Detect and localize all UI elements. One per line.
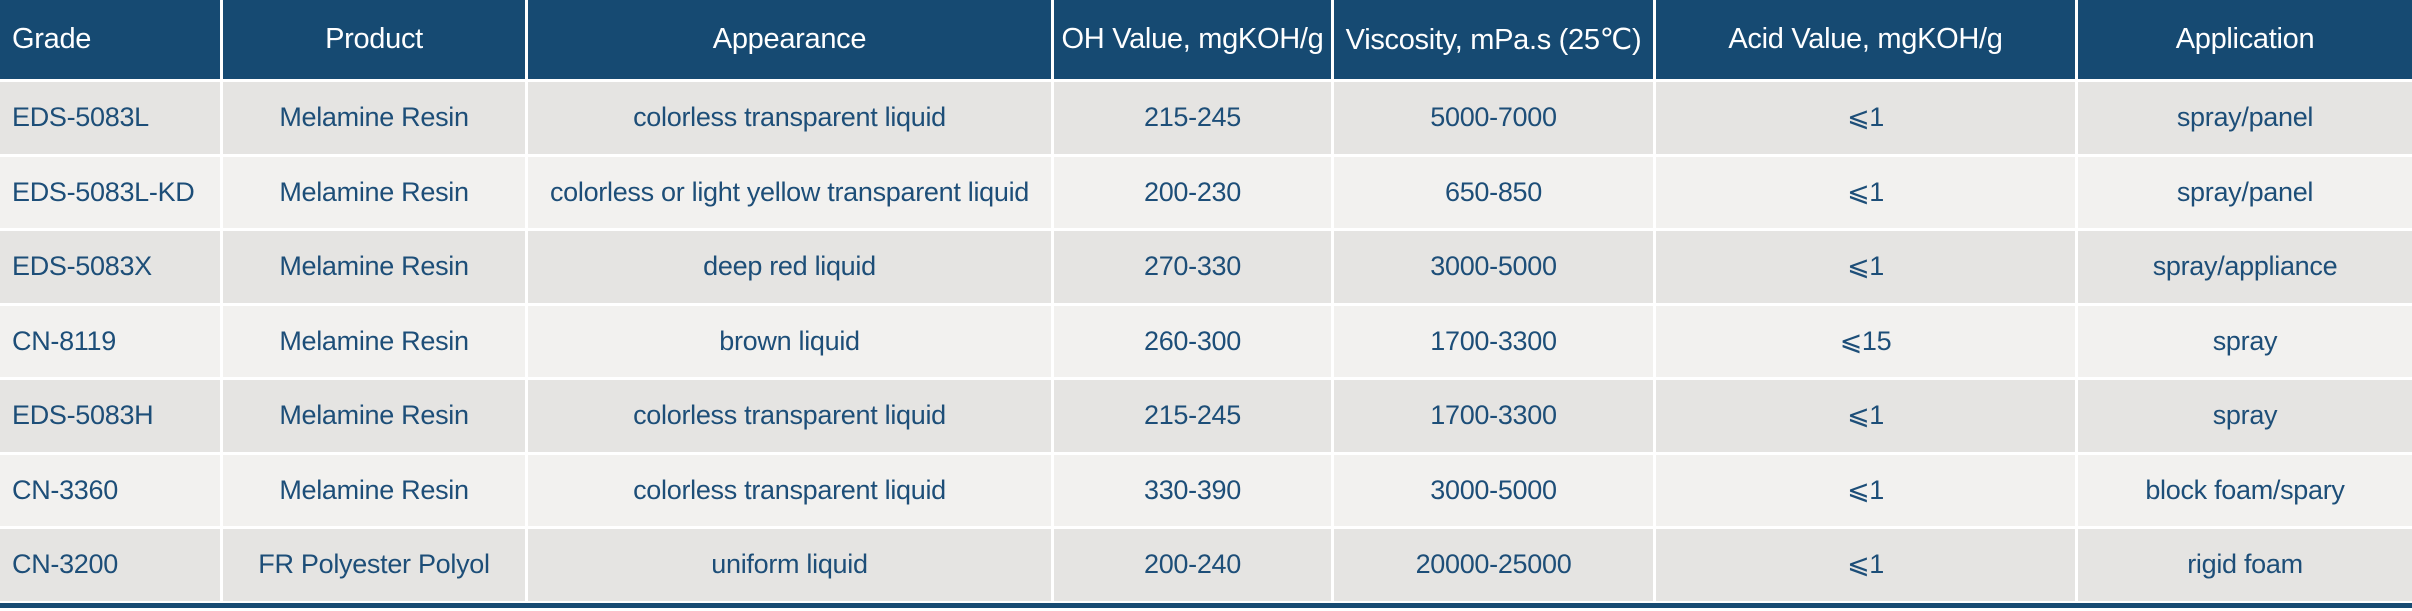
cell-viscosity: 1700-3300	[1334, 380, 1653, 452]
cell-application: spray	[2078, 305, 2412, 377]
cell-product: Melamine Resin	[223, 380, 525, 452]
cell-oh_value: 260-300	[1054, 305, 1331, 377]
cell-viscosity: 1700-3300	[1334, 305, 1653, 377]
cell-acid_value: ⩽1	[1656, 231, 2075, 303]
cell-application: spray/panel	[2078, 156, 2412, 228]
cell-grade: EDS-5083L-KD	[0, 156, 220, 228]
cell-product: Melamine Resin	[223, 156, 525, 228]
header-cell-application: Application	[2078, 0, 2412, 79]
cell-product: Melamine Resin	[223, 305, 525, 377]
cell-appearance: colorless transparent liquid	[528, 380, 1051, 452]
cell-oh_value: 215-245	[1054, 82, 1331, 154]
cell-acid_value: ⩽1	[1656, 156, 2075, 228]
cell-product: Melamine Resin	[223, 82, 525, 154]
header-cell-oh_value: OH Value, mgKOH/g	[1054, 0, 1331, 79]
cell-oh_value: 330-390	[1054, 454, 1331, 526]
header-cell-viscosity: Viscosity, mPa.s (25℃)	[1334, 0, 1653, 79]
cell-application: rigid foam	[2078, 529, 2412, 601]
table-bottom-border	[0, 602, 2412, 608]
cell-application: spray/appliance	[2078, 231, 2412, 303]
cell-oh_value: 200-240	[1054, 529, 1331, 601]
cell-application: spray	[2078, 380, 2412, 452]
cell-appearance: colorless or light yellow transparent li…	[528, 156, 1051, 228]
cell-appearance: uniform liquid	[528, 529, 1051, 601]
cell-acid_value: ⩽1	[1656, 454, 2075, 526]
cell-acid_value: ⩽1	[1656, 380, 2075, 452]
header-cell-acid_value: Acid Value, mgKOH/g	[1656, 0, 2075, 79]
cell-product: FR Polyester Polyol	[223, 529, 525, 601]
cell-application: block foam/spary	[2078, 454, 2412, 526]
cell-viscosity: 5000-7000	[1334, 82, 1653, 154]
cell-grade: CN-3360	[0, 454, 220, 526]
cell-application: spray/panel	[2078, 82, 2412, 154]
cell-oh_value: 270-330	[1054, 231, 1331, 303]
cell-appearance: colorless transparent liquid	[528, 454, 1051, 526]
cell-grade: EDS-5083X	[0, 231, 220, 303]
cell-grade: CN-3200	[0, 529, 220, 601]
cell-viscosity: 3000-5000	[1334, 231, 1653, 303]
cell-appearance: deep red liquid	[528, 231, 1051, 303]
cell-appearance: colorless transparent liquid	[528, 82, 1051, 154]
cell-oh_value: 200-230	[1054, 156, 1331, 228]
cell-product: Melamine Resin	[223, 231, 525, 303]
cell-acid_value: ⩽1	[1656, 82, 2075, 154]
cell-acid_value: ⩽15	[1656, 305, 2075, 377]
cell-grade: CN-8119	[0, 305, 220, 377]
header-cell-grade: Grade	[0, 0, 220, 79]
header-cell-product: Product	[223, 0, 525, 79]
cell-acid_value: ⩽1	[1656, 529, 2075, 601]
cell-grade: EDS-5083H	[0, 380, 220, 452]
cell-oh_value: 215-245	[1054, 380, 1331, 452]
cell-viscosity: 3000-5000	[1334, 454, 1653, 526]
cell-viscosity: 20000-25000	[1334, 529, 1653, 601]
header-cell-appearance: Appearance	[528, 0, 1051, 79]
cell-appearance: brown liquid	[528, 305, 1051, 377]
cell-grade: EDS-5083L	[0, 82, 220, 154]
cell-product: Melamine Resin	[223, 454, 525, 526]
cell-viscosity: 650-850	[1334, 156, 1653, 228]
